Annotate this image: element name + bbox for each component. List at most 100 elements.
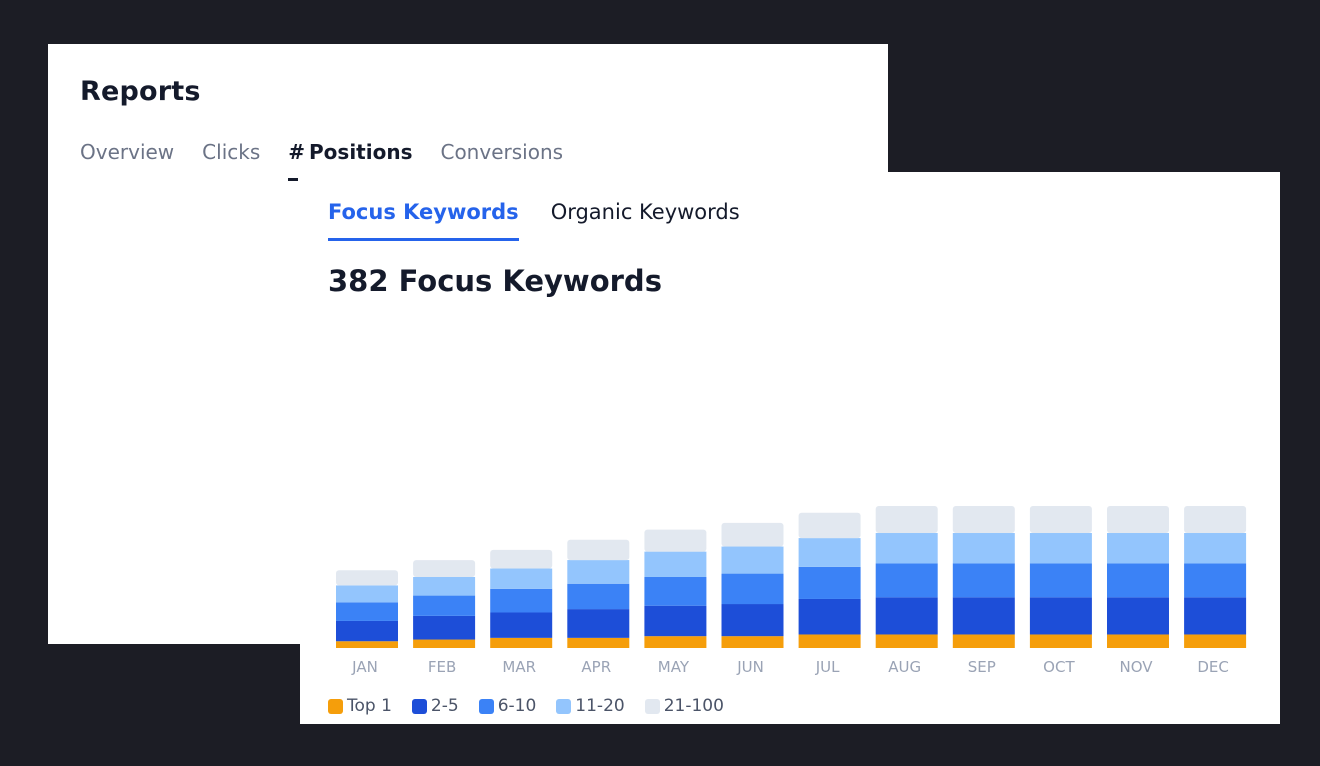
bar-segment-2-5 — [413, 615, 476, 640]
bar-segment-11-20 — [798, 538, 861, 567]
bar-segment-11-20 — [721, 546, 784, 574]
x-tick-label: MAR — [502, 658, 536, 676]
bar-segment-top-1 — [875, 634, 938, 648]
tab-organic-keywords[interactable]: Organic Keywords — [550, 200, 740, 224]
legend-swatch — [411, 698, 427, 714]
bar-segment-top-1 — [413, 639, 476, 648]
legend-item-2-5: 2-5 — [411, 696, 459, 716]
bar-segment-21-100 — [875, 505, 938, 534]
active-tab-indicator — [288, 178, 299, 181]
legend-label: 2-5 — [430, 696, 459, 716]
keyword-count-title: 382 Focus Keywords — [328, 264, 662, 298]
bar-segment-2-5 — [490, 612, 553, 638]
bar-segment-21-100 — [567, 539, 630, 561]
tab-overview[interactable]: Overview — [80, 140, 175, 164]
legend-label: 21-100 — [663, 696, 724, 716]
bar-segment-6-10 — [1029, 563, 1092, 598]
bar-segment-11-20 — [1184, 533, 1247, 564]
bar-segment-6-10 — [644, 576, 707, 606]
legend-label: 11-20 — [575, 696, 625, 716]
keyword-position-chart: JAN FEB MAR APR MAY JUN JUL AUG SEP OCT NOV DEC — [336, 505, 1247, 676]
bar-segment-21-100 — [1184, 505, 1247, 534]
bar-segment-top-1 — [952, 634, 1015, 648]
hash-icon: # — [288, 140, 306, 164]
bar-segment-top-1 — [721, 636, 784, 648]
bar-segment-11-20 — [567, 560, 630, 584]
bar-segment-top-1 — [1029, 634, 1092, 648]
tab-focus-keywords[interactable]: Focus Keywords — [328, 200, 519, 241]
x-tick-label: DEC — [1197, 658, 1229, 676]
bar-segment-top-1 — [490, 637, 553, 648]
bar-segment-2-5 — [336, 620, 398, 642]
chart-legend: Top 1 2-5 6-10 11-20 21-100 — [328, 696, 724, 716]
bar-segment-11-20 — [490, 568, 553, 589]
bar-segment-21-100 — [798, 512, 861, 539]
keyword-tabs: Focus Keywords Organic Keywords — [328, 200, 740, 241]
bar-segment-21-100 — [1029, 505, 1092, 534]
legend-label: 6-10 — [497, 696, 537, 716]
bar-segment-11-20 — [952, 533, 1015, 564]
bar-segment-2-5 — [1029, 597, 1092, 635]
legend-label: Top 1 — [347, 696, 392, 716]
bar-segment-6-10 — [567, 583, 630, 610]
bar-segment-6-10 — [336, 602, 398, 621]
bar-segment-2-5 — [875, 597, 938, 635]
x-tick-label: APR — [581, 658, 611, 676]
bar-segment-6-10 — [798, 566, 861, 599]
bar-segment-6-10 — [721, 573, 784, 605]
bar-segment-2-5 — [721, 604, 784, 637]
bar-segment-2-5 — [798, 598, 861, 635]
bar-segment-top-1 — [1107, 634, 1169, 648]
bar-segment-11-20 — [1029, 533, 1092, 564]
bar-segment-21-100 — [952, 505, 1015, 534]
bar-segment-2-5 — [644, 605, 707, 637]
legend-swatch — [556, 698, 572, 714]
legend-item-21-100: 21-100 — [644, 696, 724, 716]
bar-segment-2-5 — [1184, 597, 1247, 635]
bar-segment-top-1 — [798, 634, 861, 648]
reports-tabs: Overview Clicks # Positions Conversions — [80, 140, 564, 181]
tab-conversions[interactable]: Conversions — [440, 140, 564, 164]
x-tick-label: JUN — [736, 658, 764, 676]
bar-segment-11-20 — [413, 576, 476, 596]
legend-swatch — [478, 698, 494, 714]
bar-segment-top-1 — [567, 637, 630, 648]
bar-segment-21-100 — [413, 560, 476, 577]
bar-segment-6-10 — [1184, 563, 1247, 598]
bar-segment-top-1 — [644, 636, 707, 648]
x-tick-label: JUL — [815, 658, 840, 676]
bar-segment-top-1 — [336, 641, 398, 648]
bar-segment-2-5 — [1107, 597, 1169, 635]
bar-segment-21-100 — [644, 529, 707, 552]
legend-item-11-20: 11-20 — [556, 696, 625, 716]
x-tick-label: FEB — [428, 658, 456, 676]
bar-segment-11-20 — [875, 533, 938, 564]
bar-segment-2-5 — [952, 597, 1015, 635]
bar-segment-6-10 — [413, 595, 476, 616]
x-tick-label: MAY — [658, 658, 690, 676]
tab-positions[interactable]: # Positions — [288, 140, 413, 181]
x-tick-label: JAN — [351, 658, 378, 676]
x-tick-label: SEP — [968, 658, 996, 676]
legend-swatch — [328, 698, 343, 714]
bar-segment-21-100 — [336, 570, 398, 586]
bar-segment-11-20 — [1107, 533, 1169, 564]
bar-segment-top-1 — [1184, 634, 1247, 648]
bar-segment-21-100 — [721, 522, 784, 547]
legend-item-6-10: 6-10 — [478, 696, 537, 716]
page-title: Reports — [80, 76, 201, 107]
bar-segment-6-10 — [490, 588, 553, 613]
tab-positions-label: Positions — [309, 140, 413, 164]
x-tick-label: AUG — [888, 658, 921, 676]
bar-segment-11-20 — [336, 585, 398, 603]
x-tick-label: OCT — [1043, 658, 1075, 676]
legend-item-top-1: Top 1 — [328, 696, 392, 716]
bar-segment-21-100 — [1107, 505, 1169, 534]
bar-segment-6-10 — [952, 563, 1015, 598]
bar-segment-11-20 — [644, 551, 707, 577]
bar-segment-21-100 — [490, 549, 553, 569]
tab-clicks[interactable]: Clicks — [202, 140, 261, 164]
keywords-panel: Focus Keywords Organic Keywords 382 Focu… — [300, 172, 1280, 724]
x-tick-label: NOV — [1119, 658, 1153, 676]
bar-segment-6-10 — [875, 563, 938, 598]
